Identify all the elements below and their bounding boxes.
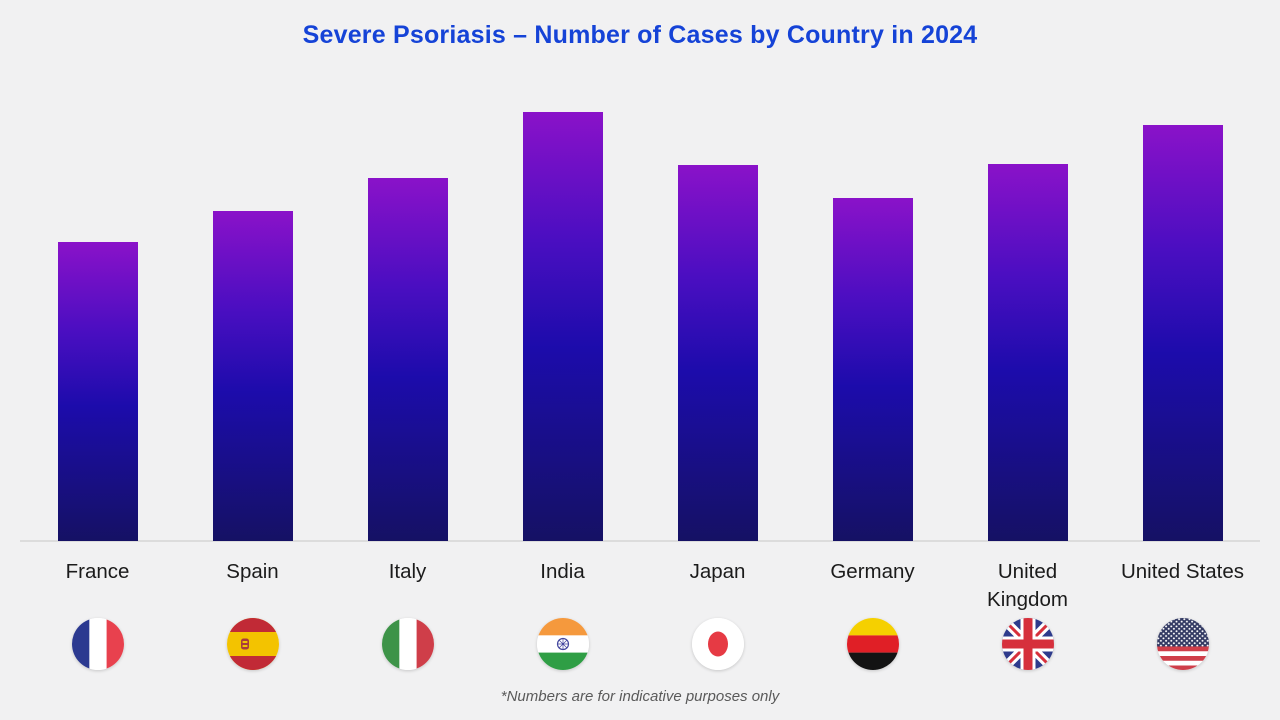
- bar-japan: [677, 165, 758, 541]
- column-italy: Italy: [330, 111, 485, 670]
- bar-italy: [367, 178, 448, 541]
- bar-united-kingdom: [987, 164, 1068, 541]
- india-flag-icon: [536, 618, 589, 670]
- column-india: India: [485, 111, 640, 670]
- bar-label: Spain: [226, 560, 279, 583]
- bar-spain: [212, 211, 293, 541]
- column-spain: Spain: [175, 111, 330, 670]
- united-states-flag-icon: [1156, 618, 1209, 670]
- bar-france: [57, 242, 138, 541]
- bar-label: Italy: [388, 560, 427, 583]
- bar-germany: [832, 198, 913, 541]
- spain-flag-icon: [226, 618, 279, 670]
- united-kingdom-flag-icon: [1001, 618, 1054, 670]
- germany-flag-icon: [846, 618, 899, 670]
- bar-label: Japan: [689, 560, 746, 583]
- bar-label: France: [65, 560, 130, 583]
- bar-chart: France Spain Italy: [20, 111, 1260, 670]
- italy-flag-icon: [381, 618, 434, 670]
- column-france: France: [20, 111, 175, 670]
- x-axis-baseline: [20, 540, 1260, 542]
- bar-label: United Kingdom: [987, 560, 1068, 611]
- column-germany: Germany: [795, 111, 950, 670]
- bar-label: India: [540, 560, 585, 583]
- column-united-states: United States: [1105, 111, 1260, 670]
- japan-flag-icon: [691, 618, 744, 670]
- column-united-kingdom: United Kingdom: [950, 111, 1105, 670]
- bar-label: Germany: [830, 560, 915, 583]
- bar-india: [522, 112, 603, 541]
- france-flag-icon: [71, 618, 124, 670]
- bar-label: United States: [1120, 560, 1245, 583]
- page-title: Severe Psoriasis – Number of Cases by Co…: [302, 21, 978, 49]
- column-japan: Japan: [640, 111, 795, 670]
- footnote: *Numbers are for indicative purposes onl…: [500, 688, 780, 705]
- bar-united-states: [1142, 125, 1223, 541]
